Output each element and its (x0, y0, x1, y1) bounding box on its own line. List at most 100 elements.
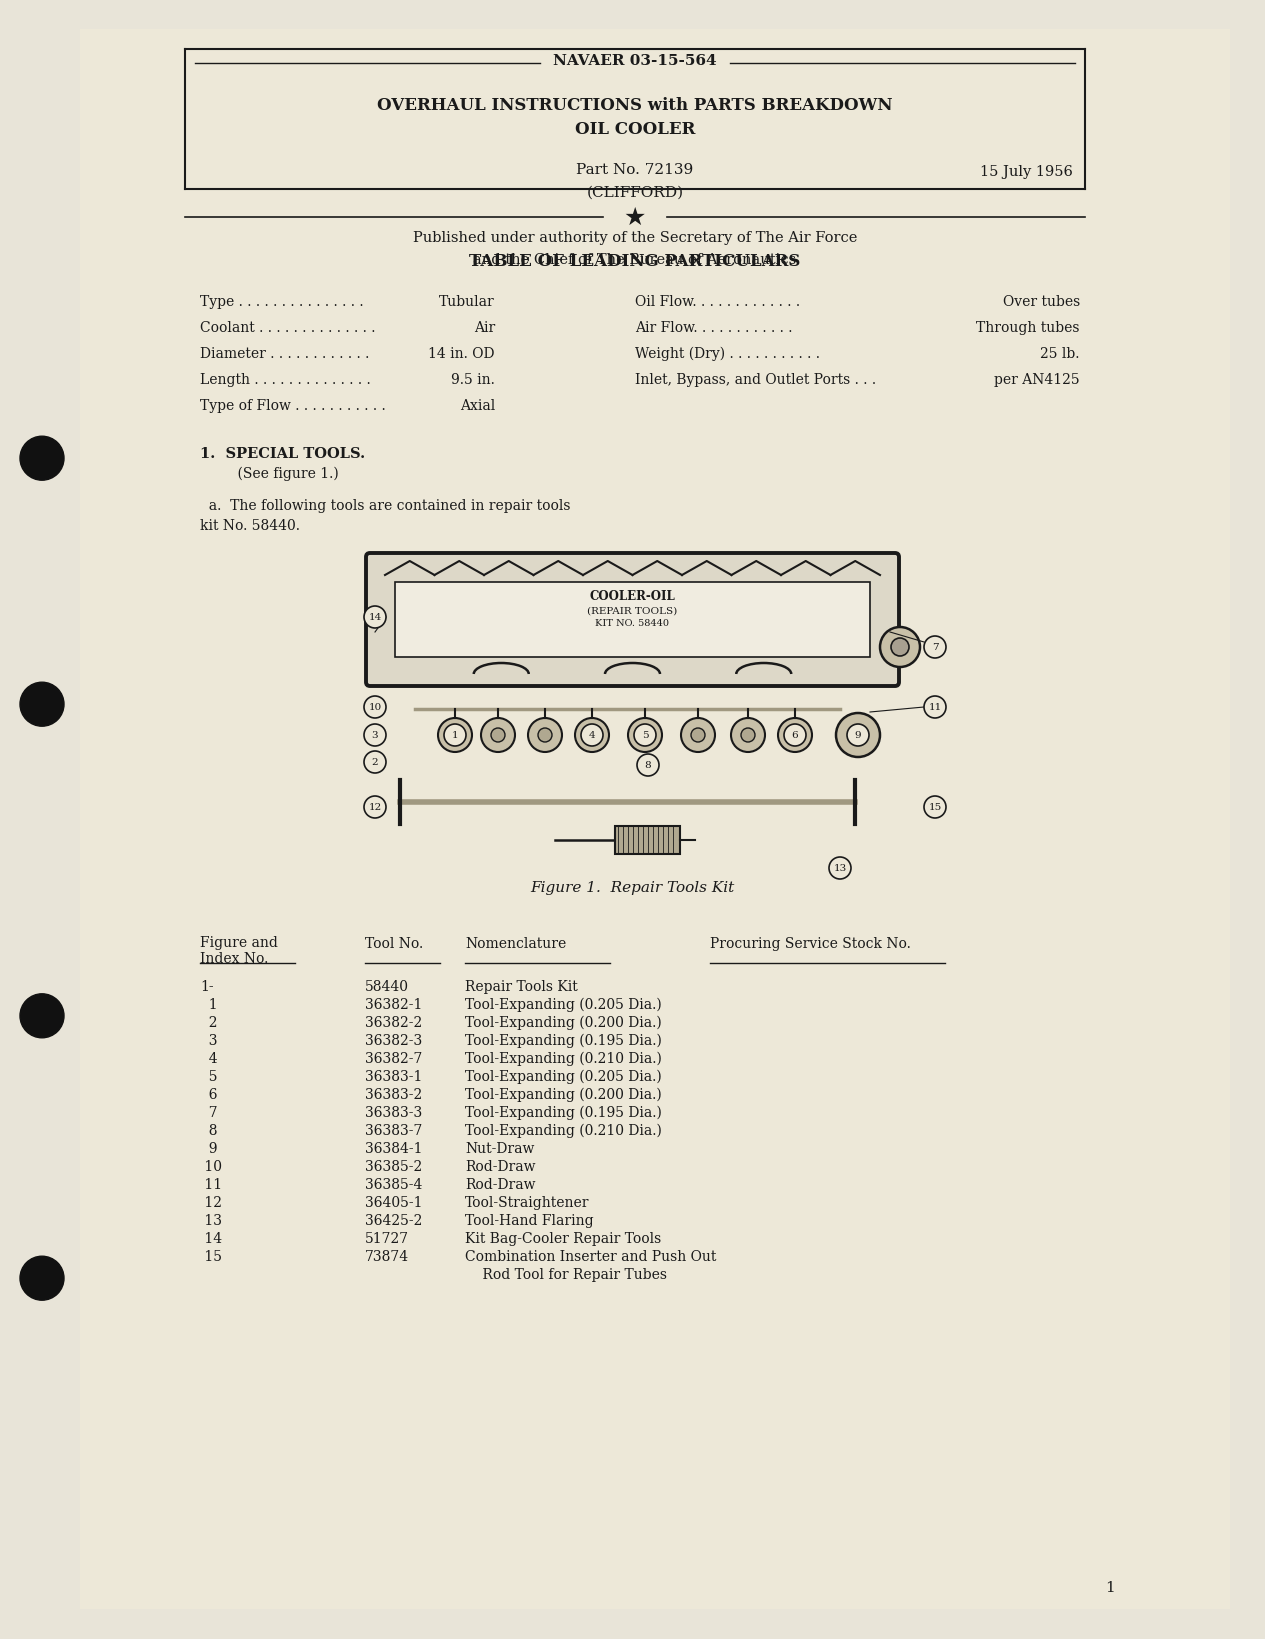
Text: Procuring Service Stock No.: Procuring Service Stock No. (710, 936, 911, 951)
Circle shape (491, 729, 505, 742)
Text: Oil Flow. . . . . . . . . . . . .: Oil Flow. . . . . . . . . . . . . (635, 295, 801, 308)
Circle shape (364, 697, 386, 718)
Text: Tool-Expanding (0.195 Dia.): Tool-Expanding (0.195 Dia.) (466, 1033, 662, 1047)
Text: Tool-Straightener: Tool-Straightener (466, 1195, 589, 1210)
Text: 12: 12 (368, 803, 382, 811)
Text: 25 lb.: 25 lb. (1041, 347, 1080, 361)
Text: 1-: 1- (200, 980, 214, 993)
Text: Type . . . . . . . . . . . . . . .: Type . . . . . . . . . . . . . . . (200, 295, 363, 308)
Circle shape (528, 718, 562, 752)
Text: Tool-Expanding (0.210 Dia.): Tool-Expanding (0.210 Dia.) (466, 1123, 662, 1137)
Text: 11: 11 (929, 703, 941, 711)
Circle shape (20, 683, 65, 726)
Circle shape (20, 995, 65, 1037)
Circle shape (364, 797, 386, 818)
Text: 12: 12 (200, 1195, 221, 1210)
Circle shape (584, 729, 600, 742)
Text: 10: 10 (200, 1159, 221, 1174)
Text: 36385-4: 36385-4 (366, 1177, 423, 1192)
Text: 10: 10 (368, 703, 382, 711)
Text: Figure 1.  Repair Tools Kit: Figure 1. Repair Tools Kit (530, 880, 734, 895)
Circle shape (741, 729, 755, 742)
Text: Tool-Expanding (0.205 Dia.): Tool-Expanding (0.205 Dia.) (466, 1069, 662, 1083)
Text: 8: 8 (200, 1123, 218, 1137)
Text: 58440: 58440 (366, 980, 409, 993)
Text: Rod Tool for Repair Tubes: Rod Tool for Repair Tubes (466, 1267, 667, 1282)
Text: 36383-3: 36383-3 (366, 1105, 423, 1119)
Text: Index No.: Index No. (200, 951, 268, 965)
Circle shape (364, 606, 386, 629)
Circle shape (364, 724, 386, 746)
Text: Repair Tools Kit: Repair Tools Kit (466, 980, 578, 993)
Text: 14: 14 (368, 613, 382, 623)
Text: Tool-Expanding (0.210 Dia.): Tool-Expanding (0.210 Dia.) (466, 1051, 662, 1065)
Text: 13: 13 (200, 1213, 221, 1228)
Circle shape (481, 718, 515, 752)
Bar (395, 582, 870, 657)
Text: Part No. 72139: Part No. 72139 (577, 162, 693, 177)
Circle shape (364, 752, 386, 774)
Text: 2: 2 (200, 1016, 218, 1029)
Text: a.  The following tools are contained in repair tools: a. The following tools are contained in … (200, 498, 571, 513)
Circle shape (627, 718, 662, 752)
Text: COOLER-OIL: COOLER-OIL (589, 588, 674, 602)
Text: 3: 3 (200, 1033, 218, 1047)
Text: Inlet, Bypass, and Outlet Ports . . .: Inlet, Bypass, and Outlet Ports . . . (635, 372, 877, 387)
Text: 36425-2: 36425-2 (366, 1213, 423, 1228)
Text: 1: 1 (452, 731, 458, 741)
Text: 36383-7: 36383-7 (366, 1123, 423, 1137)
Circle shape (634, 724, 657, 746)
Text: 36405-1: 36405-1 (366, 1195, 423, 1210)
Text: Over tubes: Over tubes (1003, 295, 1080, 308)
Circle shape (444, 724, 466, 746)
Text: Tool-Expanding (0.205 Dia.): Tool-Expanding (0.205 Dia.) (466, 998, 662, 1011)
Circle shape (836, 713, 880, 757)
Text: Coolant . . . . . . . . . . . . . .: Coolant . . . . . . . . . . . . . . (200, 321, 376, 334)
Text: 4: 4 (200, 1051, 218, 1065)
Text: OIL COOLER: OIL COOLER (574, 121, 696, 138)
Text: Nomenclature: Nomenclature (466, 936, 567, 951)
Text: Type of Flow . . . . . . . . . . .: Type of Flow . . . . . . . . . . . (200, 398, 386, 413)
Text: 36382-2: 36382-2 (366, 1016, 423, 1029)
Text: (REPAIR TOOLS): (REPAIR TOOLS) (587, 606, 677, 615)
Circle shape (691, 729, 705, 742)
Text: 14: 14 (200, 1231, 223, 1246)
Text: Tubular: Tubular (439, 295, 495, 308)
Text: Weight (Dry) . . . . . . . . . . .: Weight (Dry) . . . . . . . . . . . (635, 346, 820, 361)
Text: Rod-Draw: Rod-Draw (466, 1177, 535, 1192)
Text: 6: 6 (200, 1087, 218, 1101)
Text: Tool-Expanding (0.200 Dia.): Tool-Expanding (0.200 Dia.) (466, 1087, 662, 1101)
Text: Published under authority of the Secretary of The Air Force: Published under authority of the Secreta… (412, 231, 858, 244)
Text: 73874: 73874 (366, 1249, 409, 1264)
Text: 15: 15 (929, 803, 941, 811)
Text: 1: 1 (200, 998, 218, 1011)
Text: Axial: Axial (459, 398, 495, 413)
Text: Air Flow. . . . . . . . . . . .: Air Flow. . . . . . . . . . . . (635, 321, 792, 334)
Text: 15 July 1956: 15 July 1956 (980, 166, 1073, 179)
Circle shape (923, 697, 946, 718)
Text: OVERHAUL INSTRUCTIONS with PARTS BREAKDOWN: OVERHAUL INSTRUCTIONS with PARTS BREAKDO… (377, 97, 893, 113)
Text: 1: 1 (1106, 1580, 1114, 1595)
Text: 9.5 in.: 9.5 in. (452, 372, 495, 387)
Circle shape (681, 718, 715, 752)
Text: Through tubes: Through tubes (977, 321, 1080, 334)
Text: 3: 3 (372, 731, 378, 741)
Text: 8: 8 (645, 760, 651, 770)
Text: 36384-1: 36384-1 (366, 1141, 423, 1155)
Text: per AN4125: per AN4125 (994, 372, 1080, 387)
Circle shape (788, 729, 802, 742)
Text: 36383-1: 36383-1 (366, 1069, 423, 1083)
Text: Air: Air (474, 321, 495, 334)
Circle shape (829, 857, 851, 880)
Text: 36382-1: 36382-1 (366, 998, 423, 1011)
Circle shape (778, 718, 812, 752)
Circle shape (848, 726, 868, 746)
Text: 36385-2: 36385-2 (366, 1159, 423, 1174)
Text: Combination Inserter and Push Out: Combination Inserter and Push Out (466, 1249, 716, 1264)
Text: Kit Bag-Cooler Repair Tools: Kit Bag-Cooler Repair Tools (466, 1231, 662, 1246)
Circle shape (848, 724, 869, 746)
Text: Tool-Expanding (0.195 Dia.): Tool-Expanding (0.195 Dia.) (466, 1105, 662, 1119)
Circle shape (784, 724, 806, 746)
Circle shape (731, 718, 765, 752)
Circle shape (891, 639, 910, 657)
